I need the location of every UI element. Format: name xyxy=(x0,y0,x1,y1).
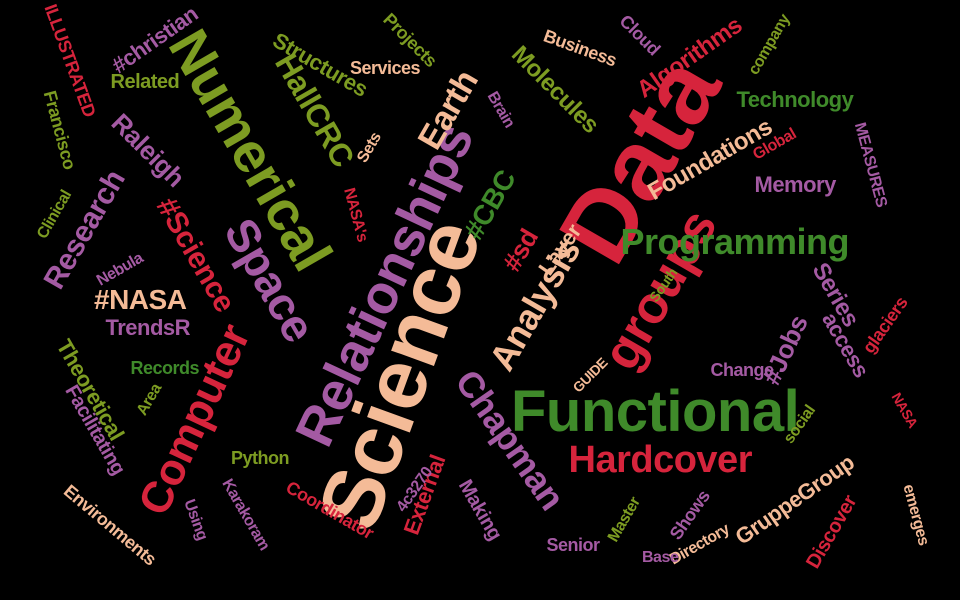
word-cloud-term: #NASA xyxy=(94,284,187,315)
word-cloud-term: glaciers xyxy=(858,293,912,357)
word-cloud-term: Discover xyxy=(802,491,862,573)
word-cloud-term: Making xyxy=(453,475,506,545)
word-cloud-term: Senior xyxy=(546,535,601,555)
word-cloud-term: emerges xyxy=(899,482,932,548)
word-cloud-term: Using xyxy=(180,497,211,543)
word-cloud-term: NASA's xyxy=(340,186,371,244)
word-cloud-term: Sets xyxy=(354,129,385,166)
word-cloud-term: Base xyxy=(642,549,679,566)
word-cloud-term: Records xyxy=(130,358,200,378)
word-cloud-term: Memory xyxy=(754,172,837,197)
word-cloud-term: company xyxy=(745,11,794,78)
word-cloud-term: Change xyxy=(710,360,775,380)
word-cloud-term: Hardcover xyxy=(568,439,753,481)
word-cloud-term: Technology xyxy=(736,87,854,112)
word-cloud-term: MEASURES xyxy=(850,120,890,209)
word-cloud-term: TrendsR xyxy=(105,315,191,340)
word-cloud-term: Karakoram xyxy=(218,476,273,554)
word-cloud-term: Related xyxy=(110,71,180,93)
word-cloud-term: NASA xyxy=(888,389,922,431)
word-cloud-term: Functional xyxy=(511,379,800,444)
word-cloud-term: Services xyxy=(350,58,421,78)
word-cloud-term: Francisco xyxy=(39,88,80,172)
word-cloud-term: Brain xyxy=(483,88,518,131)
word-cloud-term: Python xyxy=(231,448,290,468)
word-cloud-term: Master xyxy=(604,494,644,546)
word-cloud-term: Business xyxy=(540,25,620,71)
word-cloud-term: Programming xyxy=(620,221,850,262)
word-cloud-term: Area xyxy=(133,380,166,419)
